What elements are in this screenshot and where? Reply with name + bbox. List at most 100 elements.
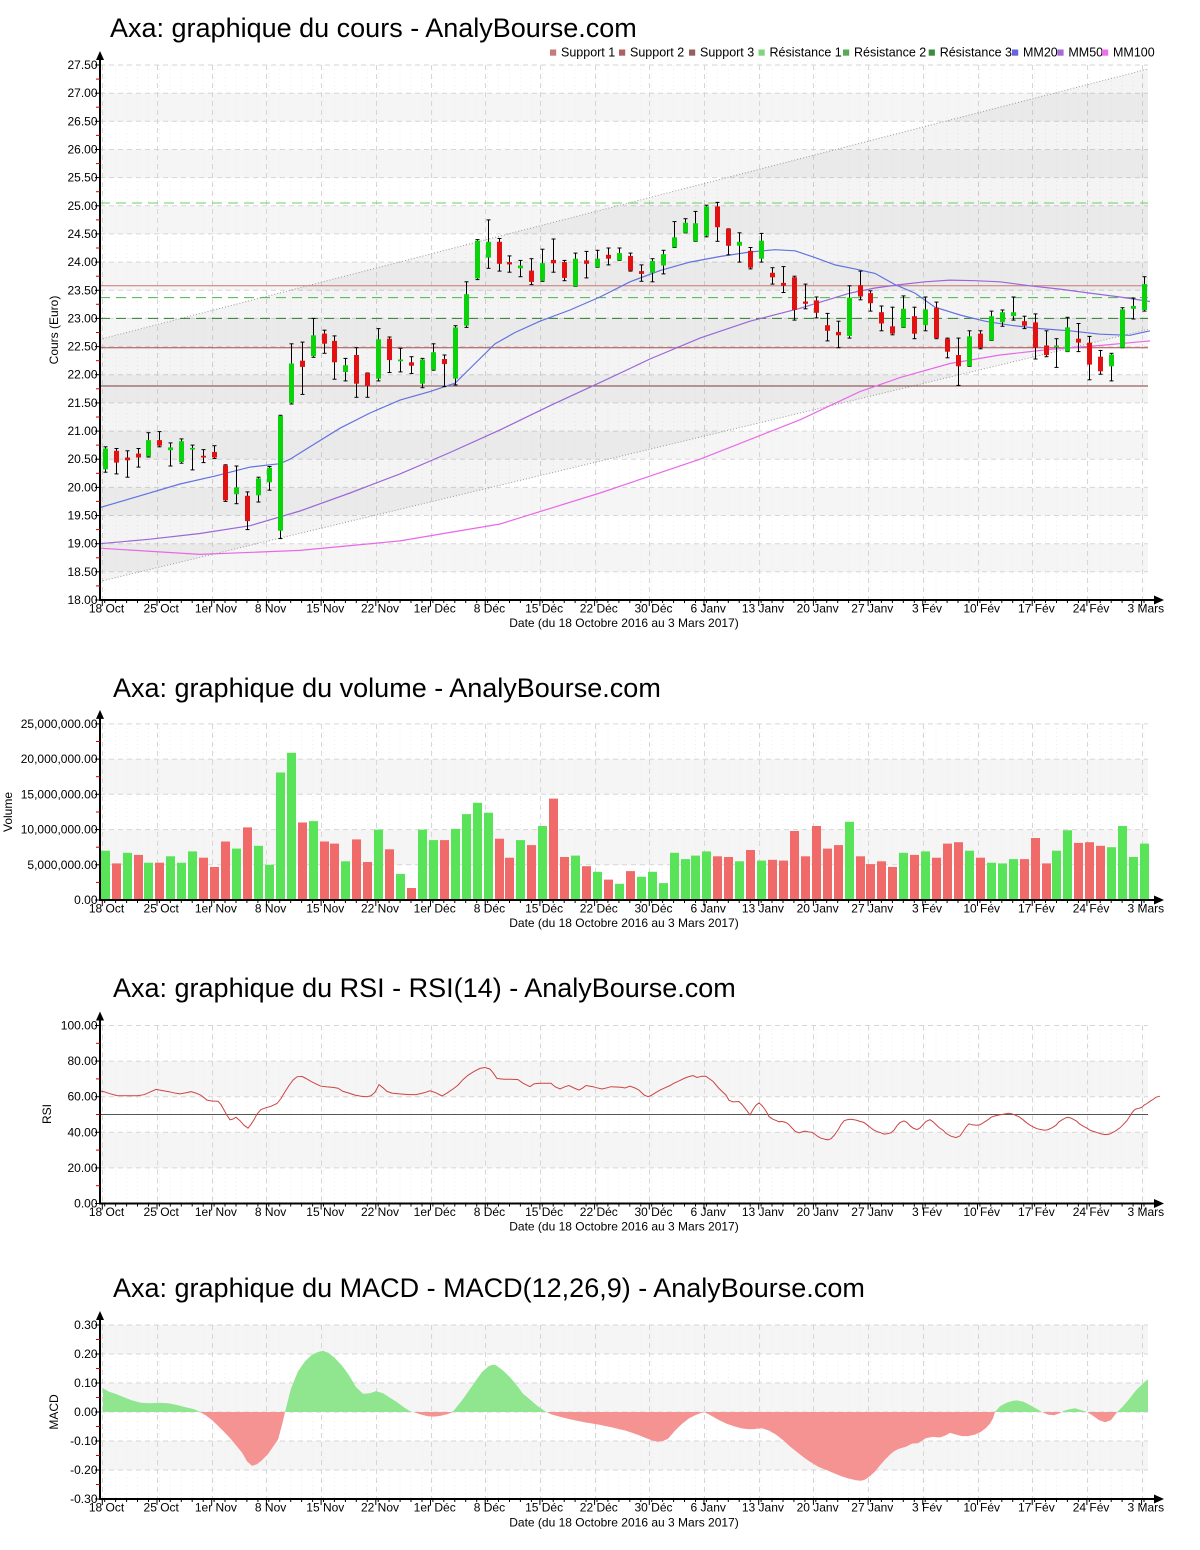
- svg-text:18.00: 18.00: [67, 593, 97, 607]
- svg-text:-0.20: -0.20: [70, 1463, 98, 1477]
- svg-text:25 Oct: 25 Oct: [144, 1205, 180, 1219]
- svg-text:23.50: 23.50: [67, 283, 97, 297]
- svg-text:60.00: 60.00: [67, 1090, 97, 1104]
- svg-text:Axa: graphique du RSI - RSI(14: Axa: graphique du RSI - RSI(14) - AnalyB…: [113, 973, 736, 1003]
- svg-text:Support 1: Support 1: [561, 46, 615, 60]
- svg-text:-0.30: -0.30: [70, 1492, 98, 1506]
- svg-text:20 Janv: 20 Janv: [797, 1501, 839, 1515]
- svg-text:24.50: 24.50: [67, 227, 97, 241]
- svg-text:Cours (Euro): Cours (Euro): [47, 296, 61, 365]
- svg-text:3 Mars: 3 Mars: [1127, 1501, 1164, 1515]
- svg-text:6 Janv: 6 Janv: [691, 1501, 726, 1515]
- svg-text:25.00: 25.00: [67, 199, 97, 213]
- svg-text:18 Oct: 18 Oct: [89, 1205, 125, 1219]
- svg-text:22 Nov: 22 Nov: [361, 902, 399, 916]
- svg-text:Axa: graphique du MACD - MACD(: Axa: graphique du MACD - MACD(12,26,9) -…: [113, 1273, 865, 1303]
- svg-text:6 Janv: 6 Janv: [691, 902, 726, 916]
- svg-text:10 Fév: 10 Fév: [963, 602, 1000, 616]
- svg-text:19.50: 19.50: [67, 509, 97, 523]
- svg-text:0.10: 0.10: [74, 1376, 98, 1390]
- svg-text:-0.10: -0.10: [70, 1434, 98, 1448]
- svg-text:Date (du 18 Octobre 2016 au 3: Date (du 18 Octobre 2016 au 3 Mars 2017): [509, 1516, 738, 1530]
- svg-text:24 Fév: 24 Fév: [1073, 602, 1110, 616]
- svg-text:27.00: 27.00: [67, 86, 97, 100]
- svg-text:8 Déc: 8 Déc: [474, 1205, 505, 1219]
- svg-text:Résistance 2: Résistance 2: [854, 46, 926, 60]
- svg-text:100.00: 100.00: [61, 1019, 98, 1033]
- svg-text:21.50: 21.50: [67, 396, 97, 410]
- svg-text:3 Fév: 3 Fév: [912, 1205, 942, 1219]
- svg-text:15 Déc: 15 Déc: [525, 1205, 563, 1219]
- svg-text:Axa: graphique du volume - Ana: Axa: graphique du volume - AnalyBourse.c…: [113, 673, 661, 703]
- svg-text:10,000,000.00: 10,000,000.00: [21, 823, 98, 837]
- svg-text:Résistance 1: Résistance 1: [770, 46, 842, 60]
- svg-text:Date (du 18 Octobre 2016 au 3: Date (du 18 Octobre 2016 au 3 Mars 2017): [509, 916, 738, 930]
- svg-text:Volume: Volume: [1, 792, 15, 832]
- svg-text:Date (du 18 Octobre 2016 au 3: Date (du 18 Octobre 2016 au 3 Mars 2017): [509, 616, 738, 630]
- svg-text:1er Déc: 1er Déc: [414, 602, 456, 616]
- svg-text:22 Déc: 22 Déc: [580, 1501, 618, 1515]
- svg-text:8 Nov: 8 Nov: [255, 1501, 286, 1515]
- svg-text:22.00: 22.00: [67, 368, 97, 382]
- svg-text:8 Nov: 8 Nov: [255, 602, 286, 616]
- svg-text:10 Fév: 10 Fév: [963, 1501, 1000, 1515]
- svg-text:30 Déc: 30 Déc: [634, 1205, 672, 1219]
- svg-text:15,000,000.00: 15,000,000.00: [21, 787, 98, 801]
- svg-text:3 Fév: 3 Fév: [912, 1501, 942, 1515]
- svg-text:18 Oct: 18 Oct: [89, 1501, 125, 1515]
- svg-text:25 Oct: 25 Oct: [144, 902, 180, 916]
- svg-text:Date (du 18 Octobre 2016 au 3: Date (du 18 Octobre 2016 au 3 Mars 2017): [509, 1220, 738, 1234]
- svg-text:MACD: MACD: [47, 1394, 61, 1430]
- svg-text:13 Janv: 13 Janv: [742, 1501, 784, 1515]
- svg-text:22 Déc: 22 Déc: [580, 602, 618, 616]
- svg-text:1er Déc: 1er Déc: [414, 1501, 456, 1515]
- svg-text:27 Janv: 27 Janv: [851, 1501, 893, 1515]
- svg-text:8 Déc: 8 Déc: [474, 902, 505, 916]
- svg-text:RSI: RSI: [40, 1104, 54, 1124]
- svg-text:13 Janv: 13 Janv: [742, 602, 784, 616]
- svg-text:15 Nov: 15 Nov: [306, 602, 344, 616]
- svg-text:6 Janv: 6 Janv: [691, 602, 726, 616]
- svg-text:27 Janv: 27 Janv: [851, 1205, 893, 1219]
- svg-text:8 Nov: 8 Nov: [255, 1205, 286, 1219]
- svg-text:24.00: 24.00: [67, 255, 97, 269]
- svg-text:8 Déc: 8 Déc: [474, 1501, 505, 1515]
- svg-text:20 Janv: 20 Janv: [797, 602, 839, 616]
- svg-text:18.50: 18.50: [67, 565, 97, 579]
- svg-text:17 Fév: 17 Fév: [1018, 1205, 1055, 1219]
- svg-text:20.50: 20.50: [67, 452, 97, 466]
- svg-text:20.00: 20.00: [67, 480, 97, 494]
- svg-text:22 Nov: 22 Nov: [361, 1205, 399, 1219]
- svg-text:15 Déc: 15 Déc: [525, 602, 563, 616]
- svg-text:22 Nov: 22 Nov: [361, 602, 399, 616]
- svg-text:15 Déc: 15 Déc: [525, 902, 563, 916]
- svg-text:Axa: graphique du cours - Anal: Axa: graphique du cours - AnalyBourse.co…: [110, 13, 637, 43]
- svg-text:18 Oct: 18 Oct: [89, 602, 125, 616]
- svg-text:10 Fév: 10 Fév: [963, 1205, 1000, 1219]
- svg-text:80.00: 80.00: [67, 1054, 97, 1068]
- svg-text:Support 2: Support 2: [630, 46, 684, 60]
- svg-text:30 Déc: 30 Déc: [634, 902, 672, 916]
- svg-text:27.50: 27.50: [67, 58, 97, 72]
- svg-text:22 Déc: 22 Déc: [580, 1205, 618, 1219]
- svg-text:1er Nov: 1er Nov: [195, 1501, 237, 1515]
- svg-text:8 Déc: 8 Déc: [474, 602, 505, 616]
- svg-text:15 Déc: 15 Déc: [525, 1501, 563, 1515]
- svg-text:5,000,000.00: 5,000,000.00: [27, 858, 97, 872]
- svg-text:13 Janv: 13 Janv: [742, 1205, 784, 1219]
- svg-text:15 Nov: 15 Nov: [306, 1501, 344, 1515]
- svg-text:1er Déc: 1er Déc: [414, 1205, 456, 1219]
- svg-text:25,000,000.00: 25,000,000.00: [21, 717, 98, 731]
- svg-text:0.00: 0.00: [74, 893, 98, 907]
- svg-text:24 Fév: 24 Fév: [1073, 902, 1110, 916]
- svg-text:0.20: 0.20: [74, 1347, 98, 1361]
- svg-text:17 Fév: 17 Fév: [1018, 1501, 1055, 1515]
- svg-text:15 Nov: 15 Nov: [306, 1205, 344, 1219]
- svg-text:17 Fév: 17 Fév: [1018, 902, 1055, 916]
- svg-text:1er Nov: 1er Nov: [195, 902, 237, 916]
- svg-text:MM20: MM20: [1023, 46, 1058, 60]
- svg-text:30 Déc: 30 Déc: [634, 1501, 672, 1515]
- svg-text:3 Mars: 3 Mars: [1127, 602, 1164, 616]
- svg-text:30 Déc: 30 Déc: [634, 602, 672, 616]
- svg-text:18 Oct: 18 Oct: [89, 902, 125, 916]
